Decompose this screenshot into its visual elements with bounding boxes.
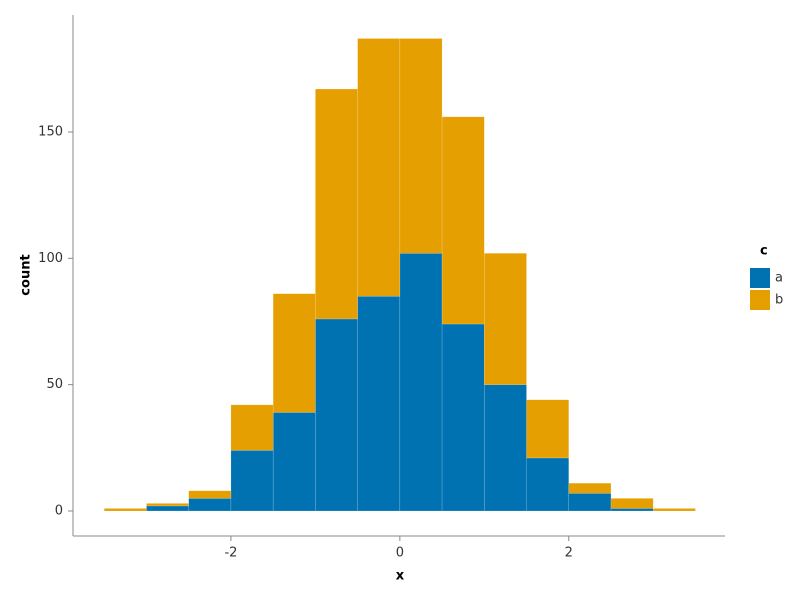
- bar: [272, 412, 316, 512]
- bar: [399, 38, 443, 254]
- bar: [272, 293, 316, 413]
- bar: [315, 318, 358, 512]
- bar: [441, 116, 485, 325]
- bar: [526, 399, 570, 459]
- bar: [315, 88, 358, 320]
- bar: [484, 253, 527, 385]
- bar: [610, 498, 654, 509]
- bar: [568, 482, 612, 494]
- x-tick-label: -2: [224, 546, 237, 561]
- bar: [230, 404, 274, 451]
- bar: [357, 38, 401, 297]
- y-tick-label: 150: [38, 124, 63, 139]
- bar: [188, 498, 232, 512]
- bar: [441, 323, 485, 512]
- legend-label: a: [775, 271, 783, 286]
- bar: [568, 493, 612, 512]
- legend-swatch: [750, 290, 770, 310]
- x-tick-label: 0: [396, 546, 404, 561]
- y-axis-label: count: [19, 254, 34, 295]
- legend-swatch: [750, 268, 770, 288]
- bar: [652, 508, 696, 512]
- x-axis-label: x: [396, 569, 405, 584]
- bar: [188, 490, 232, 499]
- bar: [610, 508, 654, 512]
- y-tick-label: 0: [55, 503, 63, 518]
- x-tick-label: 2: [565, 546, 573, 561]
- bar: [484, 384, 527, 512]
- bar: [399, 253, 443, 512]
- bar: [357, 295, 401, 512]
- bar: [230, 450, 274, 512]
- bar: [526, 457, 570, 512]
- legend-title: c: [760, 244, 768, 259]
- bar: [146, 503, 189, 507]
- bar: [146, 505, 189, 512]
- y-tick-label: 50: [46, 377, 63, 392]
- y-tick-label: 100: [38, 251, 63, 266]
- bar: [103, 508, 147, 512]
- legend-label: b: [775, 293, 783, 308]
